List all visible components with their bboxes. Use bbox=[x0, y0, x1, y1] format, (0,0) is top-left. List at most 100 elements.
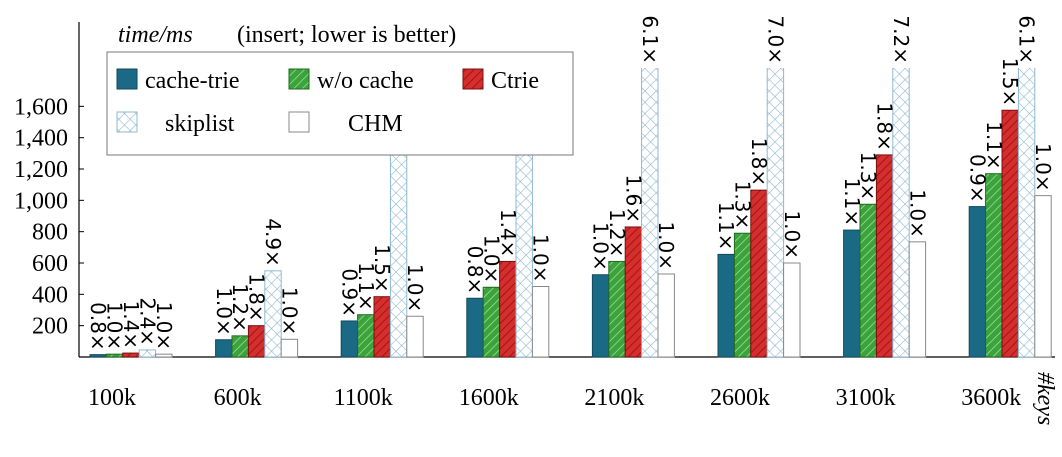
value-label: 0.8× bbox=[463, 246, 487, 295]
value-label: 1.1× bbox=[982, 121, 1006, 170]
legend-swatch bbox=[288, 68, 310, 90]
value-label: 1.2× bbox=[605, 209, 629, 258]
value-label: 1.2× bbox=[228, 283, 252, 332]
bar bbox=[122, 352, 140, 358]
y-axis-label: time/ms bbox=[118, 22, 193, 48]
x-axis-label: #keys bbox=[1032, 372, 1058, 425]
bar bbox=[859, 203, 877, 358]
x-tick-label: 600k bbox=[214, 385, 262, 411]
x-tick-label: 3100k bbox=[836, 385, 896, 411]
bar bbox=[357, 314, 375, 358]
bar bbox=[657, 273, 675, 358]
value-label: 1.1× bbox=[714, 202, 738, 251]
bar bbox=[264, 270, 282, 358]
bar bbox=[717, 253, 735, 358]
bar bbox=[908, 241, 927, 358]
legend-label: cache-trie bbox=[145, 68, 240, 94]
value-label: 1.0× bbox=[212, 287, 236, 336]
value-label: 0.9× bbox=[965, 154, 989, 203]
value-label: 1.4× bbox=[496, 209, 520, 258]
bar bbox=[641, 68, 659, 358]
x-tick-label: 3600k bbox=[961, 385, 1021, 411]
bar bbox=[968, 206, 987, 358]
plot-area bbox=[89, 68, 1052, 358]
value-label: 1.0× bbox=[152, 302, 176, 351]
value-label: 1.0× bbox=[654, 221, 678, 270]
value-label: 1.4× bbox=[119, 301, 143, 350]
value-label: 4.9× bbox=[261, 218, 285, 267]
legend-swatch bbox=[116, 111, 138, 133]
value-label: 0.9× bbox=[337, 268, 361, 317]
y-tick-label: 1,200 bbox=[14, 157, 68, 183]
y-tick-label: 1,000 bbox=[14, 188, 68, 214]
value-label: 1.0× bbox=[529, 234, 553, 283]
value-label: 1.5× bbox=[370, 244, 394, 293]
value-label: 7.2× bbox=[889, 15, 913, 64]
legend bbox=[106, 51, 574, 156]
legend-swatch bbox=[116, 68, 138, 90]
value-label: 1.3× bbox=[856, 152, 880, 201]
bar bbox=[105, 353, 124, 358]
legend-swatch bbox=[288, 111, 310, 133]
y-tick-label: 600 bbox=[32, 251, 68, 277]
value-label: 1.1× bbox=[354, 262, 378, 311]
value-label: 1.0× bbox=[403, 264, 427, 313]
value-label: 1.0× bbox=[479, 235, 503, 284]
bar bbox=[215, 339, 233, 358]
value-label: 6.1× bbox=[638, 15, 662, 64]
value-label: 2.4× bbox=[135, 297, 159, 346]
value-label: 1.0× bbox=[277, 287, 301, 336]
bar bbox=[89, 354, 107, 358]
value-label: 1.6× bbox=[621, 174, 645, 223]
bar bbox=[466, 297, 484, 358]
bar bbox=[340, 320, 359, 358]
y-tick-label: 800 bbox=[32, 220, 68, 246]
value-label: 1.0× bbox=[780, 210, 804, 259]
chart-title: (insert; lower is better) bbox=[237, 22, 456, 48]
value-label: 1.0× bbox=[589, 222, 613, 271]
value-label: 1.0× bbox=[1031, 143, 1055, 192]
y-tick-label: 400 bbox=[32, 282, 68, 308]
legend-label: Ctrie bbox=[491, 68, 539, 94]
bar bbox=[1034, 195, 1052, 358]
value-label: 1.8× bbox=[873, 102, 897, 151]
bar bbox=[482, 286, 501, 358]
bar bbox=[733, 232, 752, 358]
bar bbox=[766, 68, 785, 358]
y-tick-label: 1,400 bbox=[14, 126, 68, 152]
legend-label: w/o cache bbox=[317, 68, 414, 94]
legend-label: skiplist bbox=[165, 111, 235, 137]
bar bbox=[155, 353, 173, 358]
x-tick-label: 1100k bbox=[334, 385, 393, 411]
value-label: 1.3× bbox=[731, 181, 755, 230]
value-label: 1.8× bbox=[747, 138, 771, 187]
bar bbox=[138, 349, 157, 358]
bar bbox=[783, 262, 801, 358]
legend-label: CHM bbox=[348, 111, 403, 137]
bar bbox=[608, 260, 626, 358]
bar bbox=[280, 338, 299, 358]
x-tick-label: 2100k bbox=[584, 385, 644, 411]
bar bbox=[591, 274, 610, 358]
value-label: 7.0× bbox=[763, 15, 787, 64]
value-label: 1.5× bbox=[998, 58, 1022, 107]
value-label: 1.1× bbox=[840, 178, 864, 227]
bar bbox=[1017, 68, 1036, 358]
value-label: 1.0× bbox=[103, 302, 127, 351]
value-label: 6.1× bbox=[1015, 15, 1039, 64]
bar bbox=[892, 68, 910, 358]
x-tick-label: 1600k bbox=[459, 385, 519, 411]
x-tick-label: 100k bbox=[88, 385, 136, 411]
x-tick-label: 2600k bbox=[710, 385, 770, 411]
y-tick-label: 1,600 bbox=[14, 94, 68, 120]
legend-swatch bbox=[462, 68, 484, 90]
y-tick-label: 200 bbox=[32, 314, 68, 340]
bar bbox=[531, 286, 550, 358]
bar bbox=[231, 335, 249, 358]
value-label: 1.8× bbox=[245, 273, 269, 322]
value-label: 0.8× bbox=[86, 302, 110, 351]
value-label: 1.0× bbox=[905, 189, 929, 238]
bar bbox=[843, 229, 861, 358]
bar bbox=[406, 315, 424, 358]
